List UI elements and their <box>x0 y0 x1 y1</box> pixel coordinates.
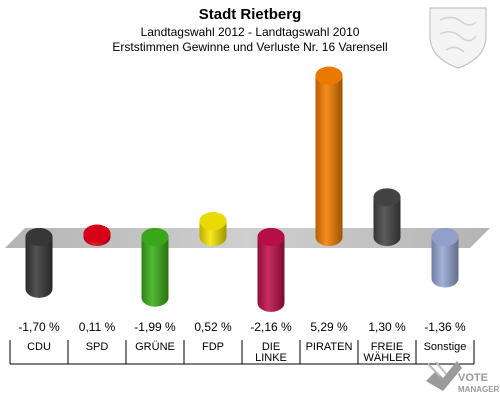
bar-8 <box>431 228 459 288</box>
bar-cap <box>373 188 401 207</box>
category-label: SPD <box>86 341 109 353</box>
category-label: CDU <box>27 341 51 353</box>
chart-subtitle-2: Erststimmen Gewinne und Verluste Nr. 16 … <box>112 40 387 54</box>
category-label: FREIE <box>371 341 403 353</box>
bar-7 <box>373 188 401 246</box>
value-label: -2,16 % <box>250 320 292 334</box>
value-label: -1,99 % <box>134 320 176 334</box>
bar-3 <box>141 228 169 307</box>
chart-title: Stadt Rietberg <box>199 6 302 23</box>
bar-5 <box>257 228 285 312</box>
bar-cap <box>25 228 53 246</box>
bar-1 <box>25 228 53 298</box>
bar-body <box>141 228 169 307</box>
bars-layer <box>25 66 459 312</box>
bar-cap <box>199 212 227 231</box>
bar-cap <box>315 66 343 85</box>
bar-2 <box>83 224 111 246</box>
value-label: 0,11 % <box>79 320 116 334</box>
category-label: GRÜNE <box>135 341 175 353</box>
category-label: WÄHLER <box>363 352 410 364</box>
value-label: 1,30 % <box>368 320 406 334</box>
bar-body <box>25 228 53 298</box>
value-label: -1,70 % <box>18 320 60 334</box>
bar-4 <box>199 212 227 246</box>
category-label: PIRATEN <box>306 341 353 353</box>
value-label: -1,36 % <box>424 320 466 334</box>
value-label: 5,29 % <box>310 320 348 334</box>
value-labels: -1,70 % 0,11 % -1,99 % 0,52 % -2,16 % 5,29 % 1… <box>18 320 466 334</box>
logo-line-1: VOTE <box>458 372 488 384</box>
bar-cap <box>83 224 111 243</box>
category-label: Sonstige <box>424 341 467 353</box>
bar-cap <box>257 228 285 246</box>
bar-cap <box>431 228 459 246</box>
category-label: LINKE <box>255 352 287 364</box>
category-label: FDP <box>202 341 224 353</box>
logo-line-2: MANAGER <box>458 385 500 394</box>
coat-of-arms-icon <box>429 7 487 69</box>
vote-manager-logo: VOTE MANAGER <box>426 361 500 394</box>
checkmark-icon <box>426 361 462 391</box>
baseline-plane <box>5 228 490 248</box>
value-label: 0,52 % <box>194 320 232 334</box>
bar-body <box>257 228 285 312</box>
bar-body <box>315 66 343 246</box>
chart-subtitle-1: Landtagswahl 2012 - Landtagswahl 2010 <box>141 25 360 39</box>
bar-cap <box>141 228 169 246</box>
bar-6 <box>315 66 343 246</box>
category-label: DIE <box>262 341 280 353</box>
